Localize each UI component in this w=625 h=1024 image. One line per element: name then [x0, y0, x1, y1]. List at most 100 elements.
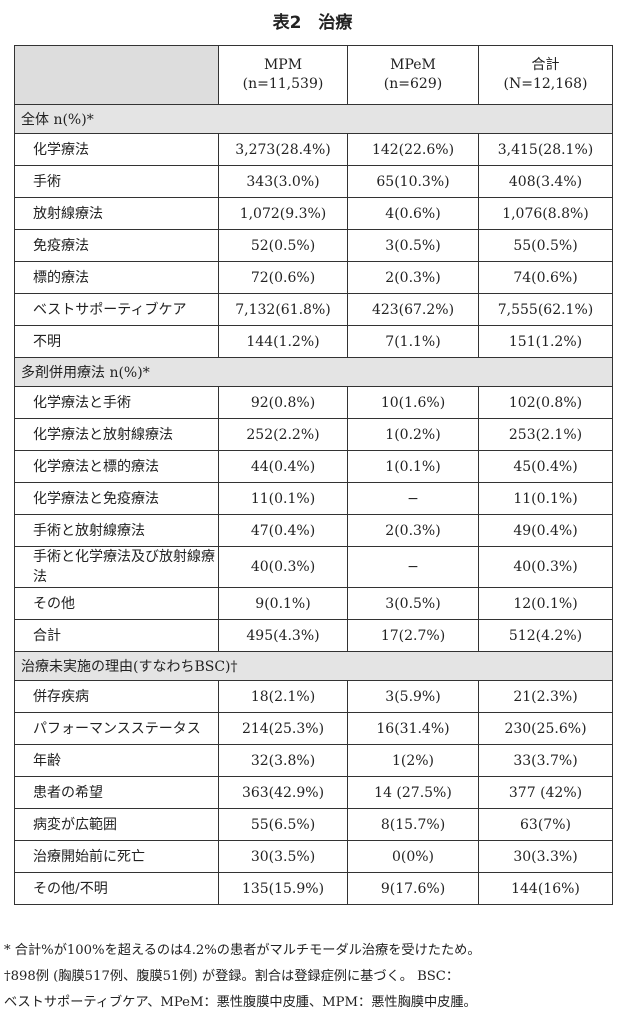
- cell: 40(0.3%): [478, 546, 613, 588]
- row-label: その他/不明: [14, 872, 219, 905]
- row-label: 患者の希望: [14, 776, 219, 809]
- cell: 3,273(28.4%): [218, 133, 348, 166]
- data-row: 年齢 32(3.8%) 1(2%) 33(3.7%): [14, 744, 613, 777]
- cell: −: [347, 546, 479, 588]
- column-n: (n=11,539): [242, 76, 324, 92]
- footnotes: * 合計%が100%を超えるのは4.2%の患者がマルチモーダル治療を受けたため。…: [4, 938, 624, 1016]
- cell: 3(0.5%): [347, 229, 479, 262]
- row-label: 化学療法: [14, 133, 219, 166]
- cell: 144(16%): [478, 872, 613, 905]
- data-row: 標的療法 72(0.6%) 2(0.3%) 74(0.6%): [14, 261, 613, 294]
- row-label: 放射線療法: [14, 197, 219, 230]
- cell: 65(10.3%): [347, 165, 479, 198]
- cell: 21(2.3%): [478, 680, 613, 713]
- data-row: その他 9(0.1%) 3(0.5%) 12(0.1%): [14, 587, 613, 620]
- row-label: 不明: [14, 325, 219, 358]
- cell: 3,415(28.1%): [478, 133, 613, 166]
- cell: 11(0.1%): [478, 482, 613, 515]
- column-n: (N=12,168): [503, 76, 588, 92]
- section-row: 多剤併用療法 n(%)*: [14, 357, 613, 387]
- data-row: 手術と化学療法及び放射線療法 40(0.3%) −40(0.3%): [14, 546, 613, 588]
- cell: 151(1.2%): [478, 325, 613, 358]
- cell: 47(0.4%): [218, 514, 348, 547]
- row-label: その他: [14, 587, 219, 620]
- cell: 49(0.4%): [478, 514, 613, 547]
- data-row: 化学療法と標的療法 44(0.4%) 1(0.1%) 45(0.4%): [14, 450, 613, 483]
- row-label: 標的療法: [14, 261, 219, 294]
- row-label: 手術と化学療法及び放射線療法: [14, 546, 219, 588]
- row-label: 合計: [14, 619, 219, 652]
- cell: 423(67.2%): [347, 293, 479, 326]
- data-row: 化学療法と手術 92(0.8%) 10(1.6%) 102(0.8%): [14, 386, 613, 419]
- cell: 102(0.8%): [478, 386, 613, 419]
- data-row: 放射線療法 1,072(9.3%) 4(0.6%) 1,076(8.8%): [14, 197, 613, 230]
- footnote-line: * 合計%が100%を超えるのは4.2%の患者がマルチモーダル治療を受けたため。: [4, 943, 481, 958]
- cell: 18(2.1%): [218, 680, 348, 713]
- column-header: MPM (n=11,539): [218, 45, 348, 105]
- data-row: 合計 495(4.3%) 17(2.7%) 512(4.2%): [14, 619, 613, 652]
- footnote-line: ベストサポーティブケア、MPeM：悪性腹膜中皮腫、MPM：悪性胸膜中皮腫。: [4, 995, 477, 1010]
- cell: 0(0%): [347, 840, 479, 873]
- cell: 408(3.4%): [478, 165, 613, 198]
- row-label: 化学療法と放射線療法: [14, 418, 219, 451]
- cell: 33(3.7%): [478, 744, 613, 777]
- cell: 30(3.3%): [478, 840, 613, 873]
- cell: 92(0.8%): [218, 386, 348, 419]
- cell: 3(0.5%): [347, 587, 479, 620]
- cell: 40(0.3%): [218, 546, 348, 588]
- data-row: パフォーマンスステータス 214(25.3%) 16(31.4%) 230(25.6%…: [14, 712, 613, 745]
- header-row: MPM (n=11,539) MPeM (n=629) 合計 (N=12,168): [14, 45, 613, 105]
- cell: 7(1.1%): [347, 325, 479, 358]
- data-row: 病変が広範囲 55(6.5%) 8(15.7%) 63(7%): [14, 808, 613, 841]
- row-label: ベストサポーティブケア: [14, 293, 219, 326]
- row-label: パフォーマンスステータス: [14, 712, 219, 745]
- column-n: (n=629): [383, 76, 443, 92]
- cell: 230(25.6%): [478, 712, 613, 745]
- row-label: 化学療法と標的療法: [14, 450, 219, 483]
- cell: 9(0.1%): [218, 587, 348, 620]
- cell: 2(0.3%): [347, 261, 479, 294]
- cell: 343(3.0%): [218, 165, 348, 198]
- cell: 252(2.2%): [218, 418, 348, 451]
- cell: 1(0.2%): [347, 418, 479, 451]
- data-row: 化学療法と放射線療法 252(2.2%) 1(0.2%) 253(2.1%): [14, 418, 613, 451]
- cell: 12(0.1%): [478, 587, 613, 620]
- cell: 45(0.4%): [478, 450, 613, 483]
- section-label: 多剤併用療法 n(%)*: [14, 357, 613, 387]
- cell: 17(2.7%): [347, 619, 479, 652]
- cell: 63(7%): [478, 808, 613, 841]
- data-row: 不明 144(1.2%) 7(1.1%) 151(1.2%): [14, 325, 613, 358]
- cell: 7,555(62.1%): [478, 293, 613, 326]
- data-row: 治療開始前に死亡 30(3.5%) 0(0%) 30(3.3%): [14, 840, 613, 873]
- row-label: 化学療法と免疫療法: [14, 482, 219, 515]
- row-label: 併存疾病: [14, 680, 219, 713]
- section-row: 治療未実施の理由(すなわちBSC)†: [14, 651, 613, 681]
- column-name: MPeM: [390, 57, 436, 73]
- row-label: 治療開始前に死亡: [14, 840, 219, 873]
- cell: 1,072(9.3%): [218, 197, 348, 230]
- cell: 1,076(8.8%): [478, 197, 613, 230]
- cell: 144(1.2%): [218, 325, 348, 358]
- data-row: 化学療法と免疫療法 11(0.1%) −11(0.1%): [14, 482, 613, 515]
- cell: 3(5.9%): [347, 680, 479, 713]
- cell: 4(0.6%): [347, 197, 479, 230]
- column-header: MPeM (n=629): [347, 45, 479, 105]
- section-row: 全体 n(%)*: [14, 104, 613, 134]
- header-blank: [14, 45, 219, 105]
- row-label: 年齢: [14, 744, 219, 777]
- cell: 32(3.8%): [218, 744, 348, 777]
- cell: 2(0.3%): [347, 514, 479, 547]
- cell: 30(3.5%): [218, 840, 348, 873]
- cell: 7,132(61.8%): [218, 293, 348, 326]
- cell: 11(0.1%): [218, 482, 348, 515]
- cell: 495(4.3%): [218, 619, 348, 652]
- row-label: 手術と放射線療法: [14, 514, 219, 547]
- section-label: 治療未実施の理由(すなわちBSC)†: [14, 651, 613, 681]
- column-name: MPM: [263, 57, 303, 73]
- row-label: 化学療法と手術: [14, 386, 219, 419]
- title: 表2 治療: [272, 13, 353, 33]
- data-row: 手術 343(3.0%) 65(10.3%) 408(3.4%): [14, 165, 613, 198]
- cell: 135(15.9%): [218, 872, 348, 905]
- cell: 142(22.6%): [347, 133, 479, 166]
